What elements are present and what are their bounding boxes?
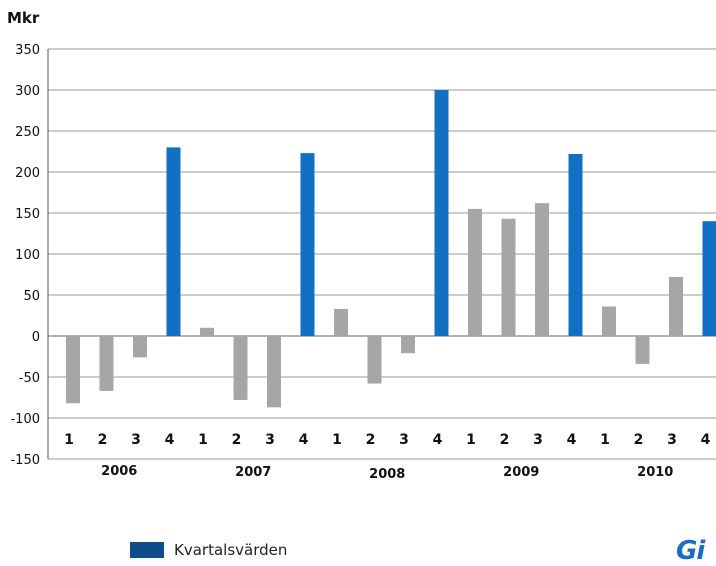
company-logo: Gi — [676, 536, 704, 566]
year-label: 2006 — [101, 464, 137, 479]
bar — [267, 336, 281, 407]
bar — [234, 336, 248, 400]
legend: Kvartalsvärden — [130, 540, 287, 559]
quarter-label: 3 — [533, 432, 543, 448]
quarter-label: 4 — [567, 432, 577, 448]
y-tick-label: 50 — [23, 289, 40, 304]
y-tick-label: 250 — [15, 125, 40, 140]
legend-label: Kvartalsvärden — [174, 541, 287, 559]
bar — [468, 209, 482, 336]
quarter-label: 2 — [98, 432, 108, 448]
quarter-label: 4 — [701, 432, 711, 448]
bar — [100, 336, 114, 391]
year-labels: 2006 2007 2008 2009 2010 — [101, 464, 673, 482]
year-label: 2008 — [369, 467, 405, 482]
bar — [535, 203, 549, 336]
bar — [66, 336, 80, 403]
y-tick-label: -100 — [10, 412, 40, 427]
bar — [301, 153, 315, 336]
bar — [167, 147, 181, 336]
bar — [435, 90, 449, 336]
bar — [703, 221, 716, 336]
quarter-label: 2 — [634, 432, 644, 448]
quarter-label: 1 — [600, 432, 610, 448]
y-tick-label: 150 — [15, 207, 40, 222]
quarter-label: 3 — [399, 432, 409, 448]
y-tick-label: 0 — [32, 330, 40, 345]
y-tick-label: -150 — [10, 453, 40, 468]
bar-chart: 350 300 250 200 150 100 50 0 -50 -100 -150 1 2 3 4 1 2 3… — [0, 0, 716, 540]
bar — [502, 219, 516, 336]
bar — [636, 336, 650, 364]
y-axis-tick-labels: 350 300 250 200 150 100 50 0 -50 -100 -150 — [10, 43, 40, 468]
y-tick-label: 200 — [15, 166, 40, 181]
quarter-label: 1 — [198, 432, 208, 448]
bar — [368, 336, 382, 384]
bar — [200, 328, 214, 336]
bar — [334, 309, 348, 336]
quarter-label: 4 — [299, 432, 309, 448]
bars — [66, 90, 716, 407]
y-tick-label: 100 — [15, 248, 40, 263]
y-tick-label: -50 — [19, 371, 40, 386]
quarter-labels: 1 2 3 4 1 2 3 4 1 2 3 4 1 2 3 4 1 2 3 4 — [64, 432, 711, 448]
gridlines — [48, 49, 716, 459]
bar — [569, 154, 583, 336]
quarter-label: 3 — [667, 432, 677, 448]
quarter-label: 2 — [232, 432, 242, 448]
year-label: 2010 — [637, 465, 673, 480]
bar — [669, 277, 683, 336]
quarter-label: 1 — [466, 432, 476, 448]
quarter-label: 1 — [64, 432, 74, 448]
quarter-label: 4 — [433, 432, 443, 448]
bar — [133, 336, 147, 357]
legend-swatch — [130, 542, 164, 558]
quarter-label: 4 — [165, 432, 175, 448]
bar — [602, 306, 616, 336]
y-tick-label: 300 — [15, 84, 40, 99]
quarter-label: 3 — [131, 432, 141, 448]
bar — [401, 336, 415, 353]
quarter-label: 2 — [500, 432, 510, 448]
quarter-label: 3 — [265, 432, 275, 448]
year-label: 2007 — [235, 465, 271, 480]
y-tick-label: 350 — [15, 43, 40, 58]
quarter-label: 1 — [332, 432, 342, 448]
year-label: 2009 — [503, 465, 539, 480]
quarter-label: 2 — [366, 432, 376, 448]
